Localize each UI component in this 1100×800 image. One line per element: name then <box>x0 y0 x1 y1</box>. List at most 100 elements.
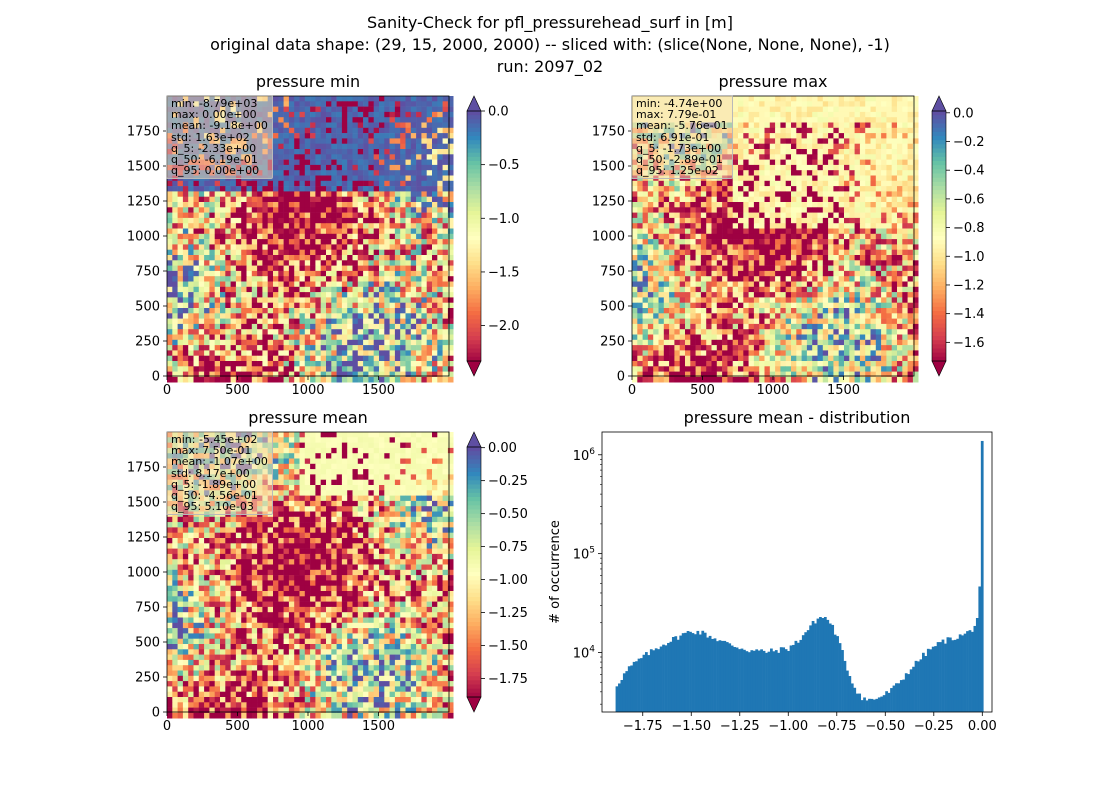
map-cell <box>870 186 877 192</box>
map-cell <box>198 233 205 240</box>
map-cell <box>198 202 205 208</box>
map-cell <box>775 202 781 208</box>
map-cell <box>416 276 422 282</box>
map-cell <box>341 96 348 102</box>
map-cell <box>753 159 760 166</box>
map-cell <box>780 138 786 144</box>
map-cell <box>230 207 237 213</box>
map-cell <box>363 281 369 288</box>
map-cell <box>685 180 691 187</box>
map-cell <box>442 323 449 330</box>
map-cell <box>796 149 802 155</box>
map-cell <box>373 96 380 102</box>
map-cell <box>865 186 871 192</box>
map-cell <box>331 143 337 150</box>
map-cell <box>722 180 728 187</box>
map-cell <box>347 260 353 266</box>
map-cell <box>875 244 882 250</box>
map-cell <box>801 255 808 261</box>
map-cell <box>669 233 675 240</box>
map-cell <box>854 255 861 261</box>
map-cell <box>172 371 178 378</box>
map-cell <box>214 186 221 192</box>
map-cell <box>912 164 919 171</box>
map-cell <box>695 212 702 219</box>
map-cell <box>743 207 749 213</box>
map-cell <box>214 281 221 288</box>
map-cell <box>363 334 369 341</box>
map-cell <box>299 186 306 192</box>
colorbar-step <box>467 190 481 195</box>
map-cell <box>886 117 892 123</box>
map-cell <box>785 175 792 182</box>
map-cell <box>426 138 433 144</box>
map-cell <box>262 376 268 383</box>
map-cell <box>442 111 449 118</box>
map-cell <box>426 318 433 325</box>
map-cell <box>304 265 311 272</box>
map-cell <box>341 355 348 362</box>
map-cell <box>875 281 882 288</box>
map-cell <box>373 345 380 351</box>
map-cell <box>331 149 337 155</box>
map-cell <box>241 376 247 383</box>
map-cell <box>209 249 215 256</box>
map-cell <box>214 308 221 314</box>
map-cell <box>410 202 417 208</box>
map-cell <box>759 127 765 134</box>
map-cell <box>711 186 718 192</box>
map-cell <box>400 244 406 250</box>
map-cell <box>674 255 680 261</box>
map-cell <box>806 207 813 213</box>
map-cell <box>373 339 380 346</box>
map-cell <box>859 196 866 203</box>
map-cell <box>881 212 887 219</box>
map-cell <box>182 276 189 282</box>
map-cell <box>732 239 739 245</box>
map-cell <box>379 170 385 176</box>
map-cell <box>912 212 919 219</box>
map-cell <box>310 133 316 139</box>
map-cell <box>262 239 268 245</box>
map-cell <box>294 122 300 129</box>
map-cell <box>817 265 824 272</box>
map-cell <box>426 122 433 129</box>
map-cell <box>716 233 723 240</box>
map-cell <box>262 297 268 303</box>
map-cell <box>663 196 670 203</box>
map-cell <box>400 361 406 367</box>
map-cell <box>193 297 200 303</box>
map-cell <box>357 106 364 113</box>
map-cell <box>304 149 311 155</box>
map-cell <box>844 270 850 277</box>
map-cell <box>225 355 231 362</box>
map-cell <box>204 350 210 356</box>
map-cell <box>304 255 311 261</box>
map-cell <box>838 111 845 118</box>
map-cell <box>326 265 332 272</box>
map-cell <box>352 180 359 187</box>
map-cell <box>273 217 279 224</box>
map-cell <box>828 207 834 213</box>
map-cell <box>437 133 443 139</box>
map-cell <box>363 223 369 229</box>
map-cell <box>394 122 401 129</box>
map-cell <box>658 244 665 250</box>
map-cell <box>907 191 914 197</box>
map-cell <box>875 106 882 113</box>
map-cell <box>278 133 284 139</box>
map-cell <box>410 106 417 113</box>
map-cell <box>732 175 739 182</box>
map-cell <box>373 281 380 288</box>
map-cell <box>722 244 728 250</box>
map-cell <box>299 323 306 330</box>
map-cell <box>854 127 861 134</box>
map-cell <box>193 217 200 224</box>
map-cell <box>806 186 813 192</box>
map-cell <box>854 101 861 107</box>
map-cell <box>817 133 824 139</box>
map-cell <box>182 207 189 213</box>
map-cell <box>214 276 221 282</box>
map-cell <box>912 207 919 213</box>
map-cell <box>870 212 877 219</box>
